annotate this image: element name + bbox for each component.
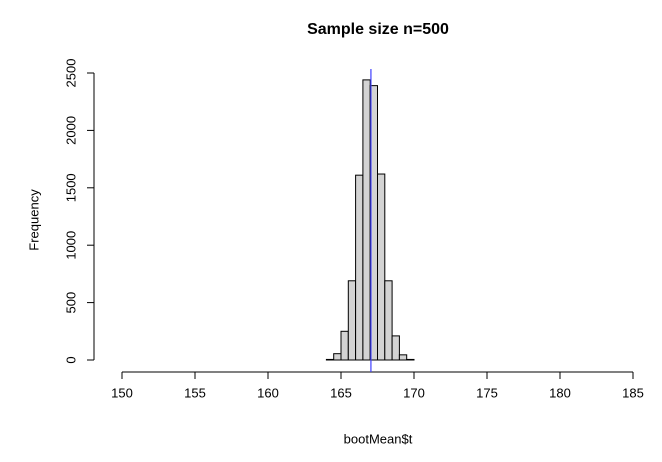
y-tick-label: 1500 bbox=[63, 173, 78, 202]
bar bbox=[384, 280, 393, 361]
bar bbox=[406, 358, 415, 361]
bar bbox=[333, 353, 342, 361]
x-tick-label: 155 bbox=[184, 385, 206, 400]
x-tick-label: 180 bbox=[549, 385, 571, 400]
y-tick-label: 2000 bbox=[63, 116, 78, 145]
x-tick-label: 170 bbox=[403, 385, 425, 400]
bar bbox=[355, 174, 364, 361]
x-tick-label: 160 bbox=[257, 385, 279, 400]
y-axis-label: Frequency bbox=[26, 189, 41, 251]
y-tick-label: 1000 bbox=[63, 231, 78, 260]
x-tick-label: 185 bbox=[622, 385, 644, 400]
bar bbox=[325, 358, 335, 361]
bar bbox=[340, 330, 349, 361]
bar bbox=[377, 173, 386, 361]
bar bbox=[362, 79, 371, 361]
x-axis-label: bootMean$t bbox=[344, 431, 413, 446]
y-tick-label: 2500 bbox=[63, 59, 78, 88]
x-tick-label: 150 bbox=[111, 385, 133, 400]
bar bbox=[347, 280, 357, 361]
y-tick-label: 500 bbox=[63, 292, 78, 314]
x-tick-label: 165 bbox=[330, 385, 352, 400]
bar bbox=[398, 354, 408, 361]
y-tick-label: 0 bbox=[63, 356, 78, 363]
x-tick-label: 175 bbox=[476, 385, 498, 400]
chart-title: Sample size n=500 bbox=[307, 21, 449, 38]
bar bbox=[391, 335, 400, 361]
